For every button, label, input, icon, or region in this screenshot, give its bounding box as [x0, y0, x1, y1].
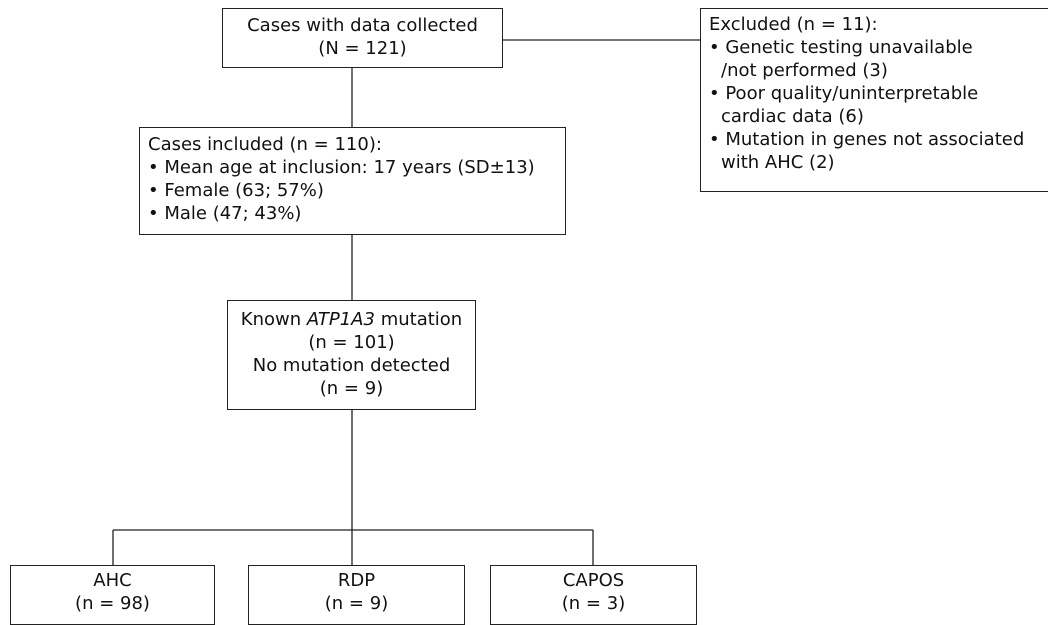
gene-name: ATP1A3: [306, 309, 375, 330]
box-item: • Poor quality/uninterpretable: [709, 83, 979, 104]
box-title: No mutation detected: [252, 355, 451, 376]
box-title: RDP: [337, 570, 376, 591]
mutation-box: Known ATP1A3 mutation (n = 101) No mutat…: [227, 300, 476, 410]
box-title: AHC: [93, 570, 132, 591]
group-box: AHC (n = 98): [10, 565, 215, 625]
box-item: • Genetic testing unavailable: [709, 37, 973, 58]
collected-box: Cases with data collected (N = 121): [222, 8, 503, 68]
box-count: (n = 98): [75, 593, 150, 614]
box-count: (n = 3): [561, 593, 626, 614]
group-box: CAPOS (n = 3): [490, 565, 697, 625]
box-item: • Female (63; 57%): [148, 180, 324, 201]
box-title: Excluded (n = 11):: [709, 14, 878, 35]
included-box: Cases included (n = 110): • Mean age at …: [139, 127, 566, 235]
box-item: /not performed (3): [721, 60, 888, 81]
box-item: • Male (47; 43%): [148, 203, 302, 224]
text: mutation: [380, 309, 463, 330]
box-item: • Mean age at inclusion: 17 years (SD±13…: [148, 157, 535, 178]
box-item: • Mutation in genes not associated: [709, 129, 1025, 150]
box-title: Cases with data collected: [247, 15, 478, 36]
box-item: cardiac data (6): [721, 106, 864, 127]
box-title: Known ATP1A3 mutation: [228, 308, 475, 331]
box-count: (N = 121): [318, 38, 407, 59]
box-count: (n = 9): [324, 593, 389, 614]
box-title: Cases included (n = 110):: [148, 134, 382, 155]
box-count: (n = 9): [319, 378, 384, 399]
box-count: (n = 101): [308, 332, 395, 353]
box-item: with AHC (2): [721, 152, 835, 173]
group-box: RDP (n = 9): [248, 565, 465, 625]
box-title: CAPOS: [562, 570, 625, 591]
excluded-box: Excluded (n = 11): • Genetic testing una…: [700, 8, 1048, 192]
text: Known: [240, 309, 302, 330]
